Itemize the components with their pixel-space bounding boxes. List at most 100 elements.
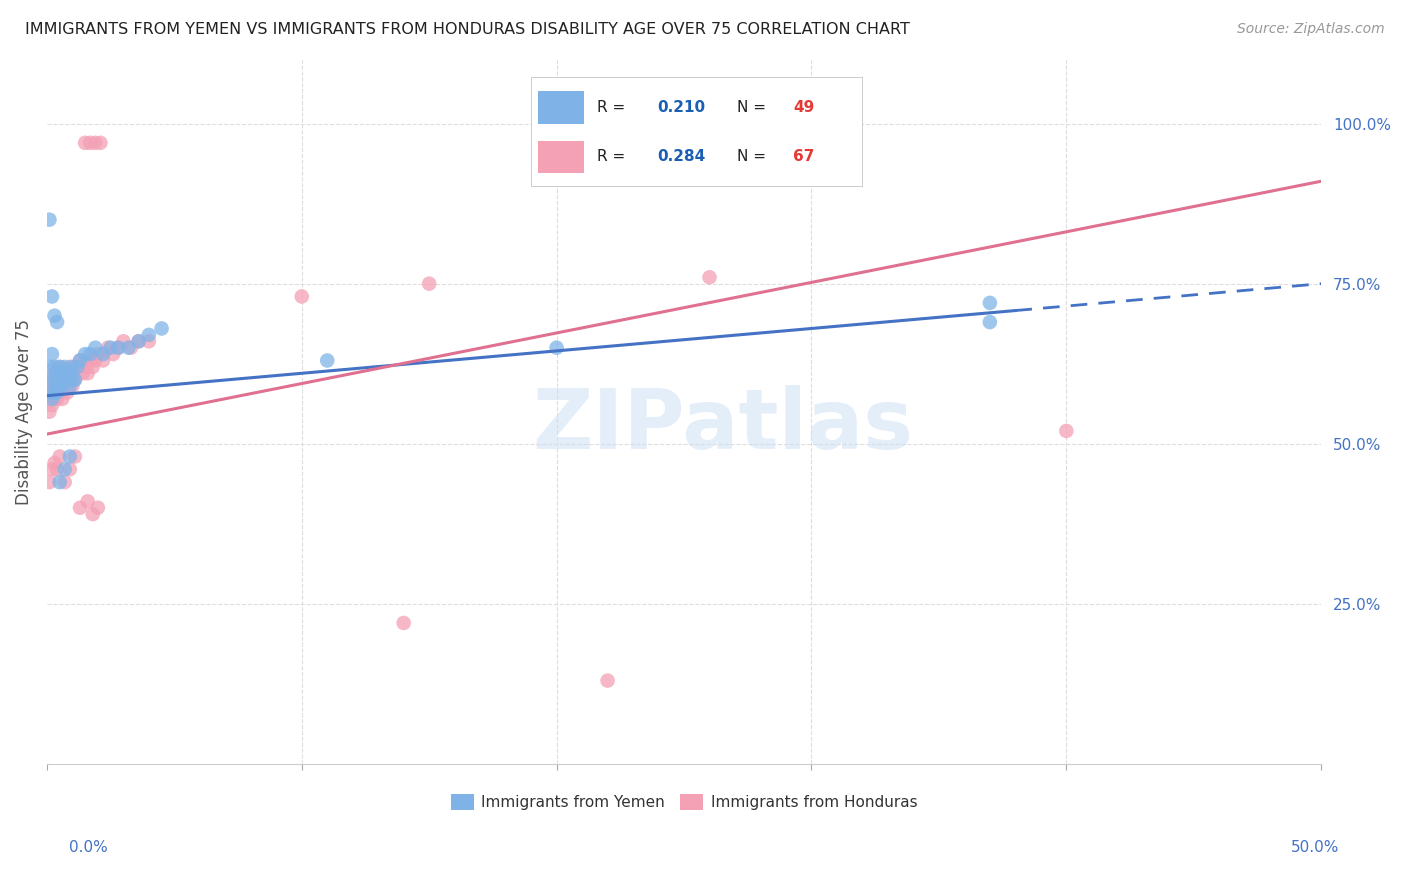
Point	[66, 359, 89, 374]
Point	[44, 366, 66, 380]
Point	[979, 315, 1001, 329]
Point	[87, 500, 110, 515]
Point	[53, 373, 76, 387]
Point	[53, 366, 76, 380]
Point	[41, 392, 63, 406]
Point	[138, 327, 160, 342]
Point	[76, 366, 98, 380]
Point	[53, 475, 76, 490]
Point	[44, 379, 66, 393]
Point	[51, 366, 73, 380]
Point	[66, 359, 89, 374]
Point	[59, 366, 82, 380]
Point	[63, 373, 86, 387]
Point	[41, 373, 63, 387]
Legend: Immigrants from Yemen, Immigrants from Honduras: Immigrants from Yemen, Immigrants from H…	[444, 788, 924, 816]
Point	[48, 385, 70, 400]
Point	[60, 379, 83, 393]
Point	[63, 373, 86, 387]
Point	[41, 347, 63, 361]
Point	[79, 353, 101, 368]
Point	[112, 334, 135, 349]
Point	[41, 289, 63, 303]
Point	[41, 373, 63, 387]
Point	[89, 136, 111, 150]
Point	[138, 334, 160, 349]
Point	[150, 321, 173, 335]
Point	[38, 405, 60, 419]
Point	[117, 341, 139, 355]
Point	[48, 373, 70, 387]
Point	[59, 450, 82, 464]
Point	[56, 366, 79, 380]
Point	[46, 385, 69, 400]
Point	[84, 341, 107, 355]
Point	[59, 373, 82, 387]
Point	[38, 475, 60, 490]
Point	[107, 341, 129, 355]
Y-axis label: Disability Age Over 75: Disability Age Over 75	[15, 318, 32, 505]
Point	[46, 315, 69, 329]
Point	[100, 341, 122, 355]
Point	[41, 385, 63, 400]
Point	[69, 353, 91, 368]
Point	[76, 494, 98, 508]
Point	[91, 347, 114, 361]
Point	[101, 347, 124, 361]
Point	[53, 359, 76, 374]
Point	[38, 385, 60, 400]
Point	[979, 296, 1001, 310]
Point	[69, 500, 91, 515]
Text: ZIPatlas: ZIPatlas	[531, 385, 912, 467]
Point	[59, 379, 82, 393]
Point	[46, 392, 69, 406]
Text: 50.0%: 50.0%	[1291, 840, 1339, 855]
Text: Source: ZipAtlas.com: Source: ZipAtlas.com	[1237, 22, 1385, 37]
Point	[59, 462, 82, 476]
Point	[392, 615, 415, 630]
Point	[79, 136, 101, 150]
Point	[53, 373, 76, 387]
Point	[75, 136, 97, 150]
Point	[596, 673, 619, 688]
Point	[46, 366, 69, 380]
Point	[53, 366, 76, 380]
Point	[97, 341, 120, 355]
Point	[53, 462, 76, 476]
Point	[418, 277, 440, 291]
Text: IMMIGRANTS FROM YEMEN VS IMMIGRANTS FROM HONDURAS DISABILITY AGE OVER 75 CORRELA: IMMIGRANTS FROM YEMEN VS IMMIGRANTS FROM…	[25, 22, 910, 37]
Point	[60, 359, 83, 374]
Text: 0.0%: 0.0%	[69, 840, 108, 855]
Point	[75, 347, 97, 361]
Point	[82, 507, 104, 521]
Point	[41, 462, 63, 476]
Point	[82, 359, 104, 374]
Point	[60, 373, 83, 387]
Point	[51, 379, 73, 393]
Point	[699, 270, 721, 285]
Point	[63, 450, 86, 464]
Point	[546, 341, 568, 355]
Point	[46, 366, 69, 380]
Point	[48, 379, 70, 393]
Point	[316, 353, 339, 368]
Point	[60, 366, 83, 380]
Point	[56, 379, 79, 393]
Point	[79, 347, 101, 361]
Point	[48, 450, 70, 464]
Point	[53, 379, 76, 393]
Point	[38, 212, 60, 227]
Point	[87, 347, 110, 361]
Point	[44, 456, 66, 470]
Point	[56, 366, 79, 380]
Point	[44, 359, 66, 374]
Point	[44, 309, 66, 323]
Point	[56, 385, 79, 400]
Point	[1054, 424, 1077, 438]
Point	[291, 289, 314, 303]
Point	[48, 359, 70, 374]
Point	[51, 392, 73, 406]
Point	[128, 334, 150, 349]
Point	[48, 373, 70, 387]
Point	[75, 359, 97, 374]
